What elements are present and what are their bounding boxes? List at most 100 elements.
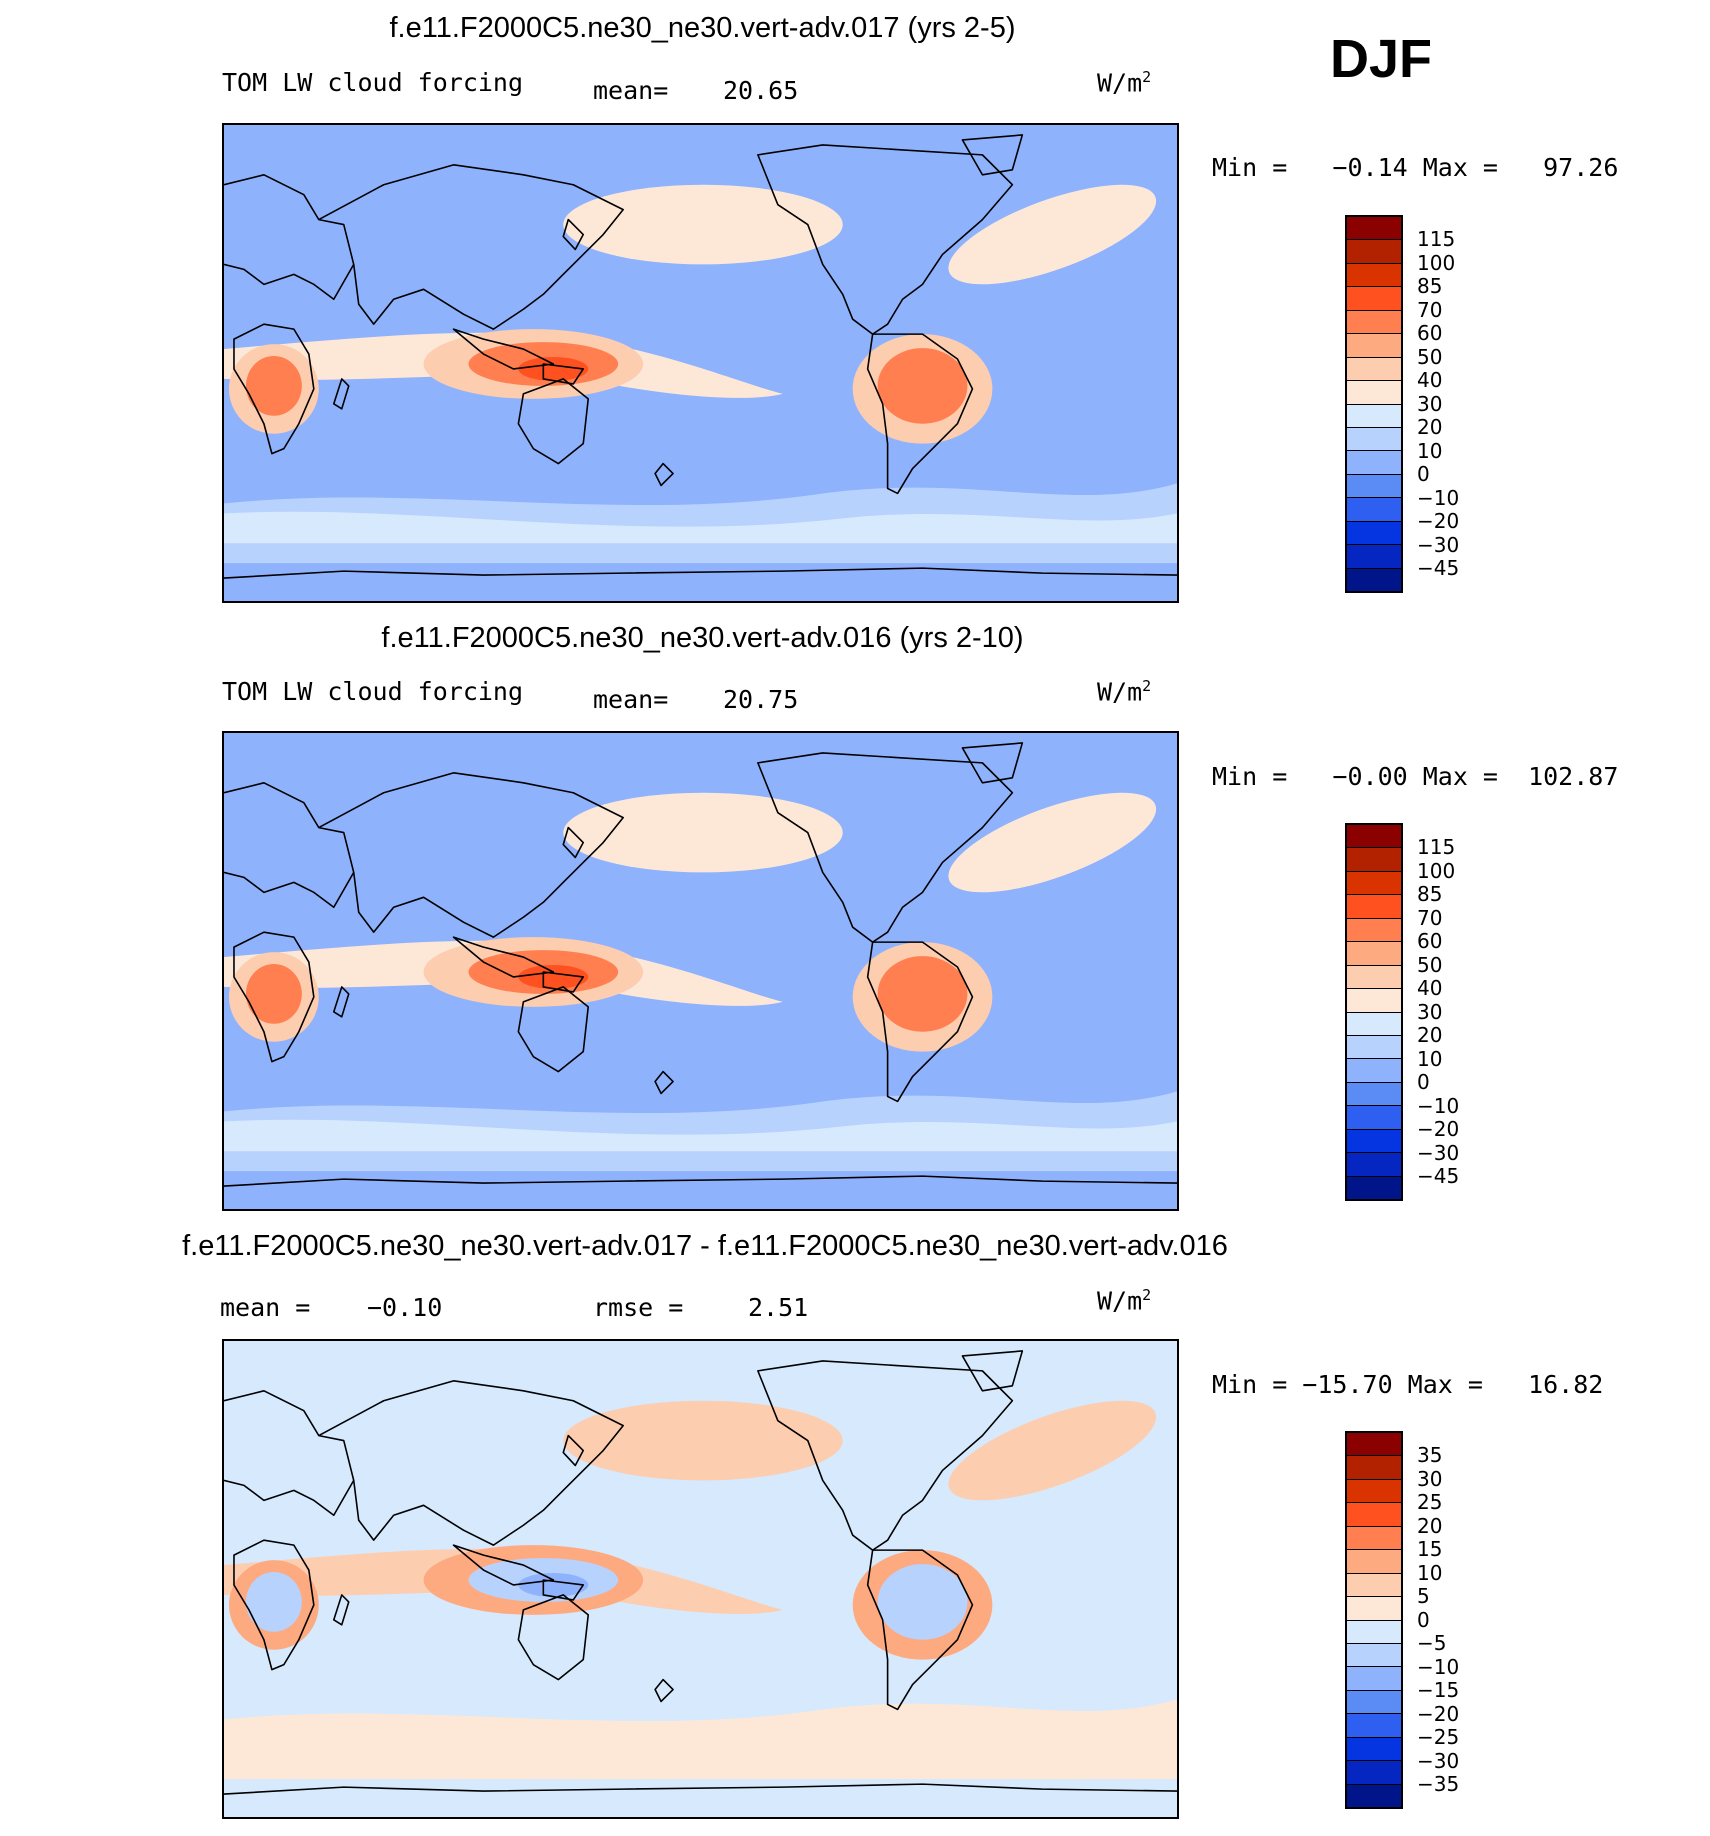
colorbar-level-label: 20 (1417, 1023, 1443, 1047)
colorbar-swatch (1347, 825, 1401, 849)
colorbar-level-label: −30 (1417, 1140, 1460, 1165)
colorbar-level-label: 0 (1417, 1607, 1430, 1632)
colorbar-level-label: 100 (1417, 250, 1456, 275)
coastline (562, 826, 585, 859)
colorbar-swatch (1347, 1503, 1401, 1527)
colorbar-level-label: −10 (1417, 1654, 1460, 1679)
colorbar-swatch (1347, 357, 1401, 382)
coastline (757, 144, 1014, 335)
coastline (866, 941, 974, 1103)
colorbar-swatch (1347, 568, 1401, 591)
southern-band-light (224, 1727, 1177, 1760)
warm-pool-convection-max (518, 357, 589, 381)
colorbar-swatch (1347, 1597, 1401, 1621)
coastline (866, 1549, 974, 1711)
amazon-convection-core (877, 1564, 968, 1640)
panel-2-colorbar-labels: 115 100 85 70 60 50 40 30 20 10 0 −10 −20 −30 −45 (1417, 835, 1460, 1189)
panel-2-colorbar (1345, 823, 1403, 1201)
colorbar-swatch (1347, 1082, 1401, 1107)
panel-3-map (222, 1339, 1179, 1819)
colorbar-swatch (1347, 287, 1401, 311)
panel-1-units: W/m2 (1097, 68, 1152, 98)
coastline (961, 742, 1024, 784)
coastline (654, 1678, 674, 1703)
colorbar-swatch (1347, 217, 1401, 241)
panel-1-title: f.e11.F2000C5.ne30_ne30.vert-adv.017 (yr… (389, 12, 1016, 44)
coastline (517, 986, 590, 1073)
panel-1-map (222, 123, 1179, 603)
panel-3-rmse-label: rmse = (593, 1293, 684, 1322)
north-atlantic-feature (948, 792, 1157, 893)
coastline (233, 323, 315, 455)
colorbar-level-label: 0 (1417, 1070, 1430, 1094)
panel-3-units: W/m2 (1097, 1286, 1152, 1316)
colorbar-swatch (1347, 545, 1401, 569)
coastline (318, 1380, 624, 1546)
panel-2-units: W/m2 (1097, 677, 1152, 707)
coastline (332, 986, 350, 1018)
colorbar-level-label: 40 (1417, 368, 1443, 392)
north-pacific-feature (563, 1400, 843, 1481)
colorbar-level-label: −25 (1417, 1725, 1460, 1749)
colorbar-swatch (1347, 1690, 1401, 1715)
colorbar-swatch (1347, 1479, 1401, 1504)
amazon-convection-core (877, 956, 968, 1032)
season-label: DJF (1330, 29, 1433, 89)
north-atlantic-feature (948, 184, 1157, 285)
coastline (654, 462, 674, 487)
colorbar-level-label: 100 (1417, 858, 1456, 883)
north-atlantic-feature (948, 1400, 1157, 1501)
colorbar-swatch (1347, 451, 1401, 475)
southern-band-light (224, 511, 1177, 544)
coastline (224, 173, 355, 301)
colorbar-level-label: −20 (1417, 1117, 1460, 1141)
coastline (332, 378, 350, 410)
colorbar-swatch (1347, 1550, 1401, 1574)
panel-3-rmse-value: 2.51 (748, 1293, 809, 1322)
africa-convection-core (245, 356, 302, 416)
colorbar-level-label: 60 (1417, 321, 1443, 345)
panel-1-minmax: Min = −0.14 Max = 97.26 (1212, 153, 1619, 182)
colorbar-level-label: −20 (1417, 1701, 1460, 1726)
colorbar-level-label: 10 (1417, 1560, 1443, 1585)
coastline (224, 1783, 1177, 1795)
colorbar-level-label: 30 (1417, 391, 1443, 416)
colorbar-swatch (1347, 334, 1401, 358)
coastline (562, 218, 585, 251)
coastline (866, 333, 974, 495)
coastline (224, 1175, 1177, 1187)
colorbar-swatch (1347, 1106, 1401, 1130)
coastline (757, 1360, 1014, 1551)
panel-1-mean-label: mean= (593, 76, 669, 105)
panel-3-title: f.e11.F2000C5.ne30_ne30.vert-adv.017 - f… (182, 1230, 1228, 1262)
coastline (318, 772, 624, 938)
colorbar-swatch (1347, 427, 1401, 452)
colorbar-swatch (1347, 965, 1401, 990)
panel-3-colorbar-labels: 35 30 25 20 15 10 5 0 −5 −10 −15 −20 −25 −30 −35 (1417, 1443, 1460, 1797)
colorbar-level-label: −10 (1417, 485, 1460, 510)
colorbar-swatch (1347, 381, 1401, 405)
warm-pool-convection-max (518, 1573, 589, 1597)
colorbar-level-label: 10 (1417, 438, 1443, 463)
colorbar-level-label: 60 (1417, 929, 1443, 953)
colorbar-swatch (1347, 1456, 1401, 1480)
colorbar-level-label: 35 (1417, 1443, 1443, 1467)
colorbar-swatch (1347, 263, 1401, 288)
colorbar-swatch (1347, 942, 1401, 966)
coastline (542, 1579, 585, 1601)
colorbar-level-label: 50 (1417, 344, 1443, 369)
north-pacific-feature (563, 792, 843, 873)
colorbar-swatch (1347, 848, 1401, 872)
panel-1-mean-value: 20.65 (723, 76, 799, 105)
colorbar-level-label: 15 (1417, 1537, 1443, 1561)
colorbar-level-label: 40 (1417, 976, 1443, 1000)
amazon-convection-core (877, 348, 968, 424)
coastline (517, 378, 590, 465)
coastline (224, 567, 1177, 579)
coastline (452, 328, 555, 370)
coastline (224, 781, 355, 909)
panel-3-mean-label: mean = (220, 1293, 311, 1322)
colorbar-level-label: −45 (1417, 1164, 1460, 1188)
panel-2-mean-value: 20.75 (723, 685, 799, 714)
coastline (318, 164, 624, 330)
